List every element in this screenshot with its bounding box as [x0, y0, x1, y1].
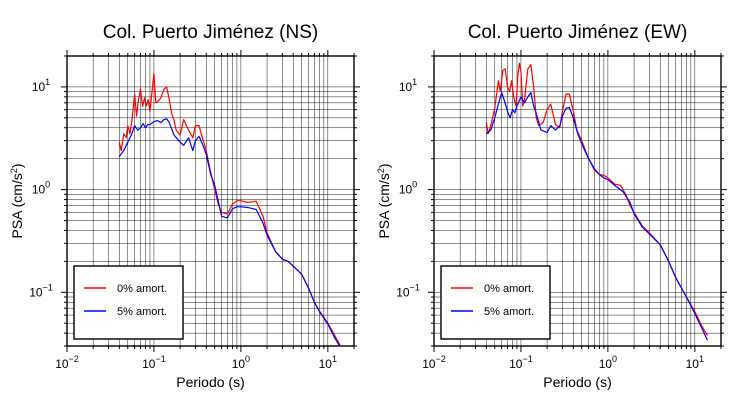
x-tick-label: 10−1	[509, 354, 533, 371]
legend-box	[73, 265, 184, 340]
x-tick-label: 10−1	[142, 354, 166, 371]
y-tick-label: 10−1	[396, 282, 420, 299]
y-tick-label: 100	[399, 180, 417, 197]
legend: 0% amort. 5% amort.	[73, 265, 184, 340]
chart-title: Col. Puerto Jiménez (EW)	[468, 22, 688, 43]
x-tick-label: 100	[232, 354, 250, 371]
series-line-damped-5pct	[118, 118, 341, 346]
x-tick-label: 101	[319, 354, 337, 371]
plot-frame	[433, 55, 722, 347]
legend-box	[440, 265, 551, 340]
legend-entry-label: 5% amort.	[484, 306, 534, 318]
y-tick-label: 101	[399, 77, 417, 94]
tick-marks	[61, 50, 360, 352]
legend: 0% amort. 5% amort.	[440, 265, 551, 340]
chart-panel-ns: 10−2 10−1 100 101 10−1 100 101 Col. Puerto Jimé…	[9, 22, 360, 390]
x-axis-label: Periodo (s)	[176, 374, 244, 390]
y-axis-label: PSA (cm/s2)	[9, 163, 25, 238]
y-tick-label: 101	[32, 77, 50, 94]
y-axis-label: PSA (cm/s2)	[376, 163, 392, 238]
series-line-undamped	[485, 62, 709, 336]
grid-lines	[433, 55, 722, 347]
chart-panel-ew: 10−2 10−1 100 101 10−1 100 101 Col. Puerto Jimé…	[376, 22, 727, 390]
chart-title: Col. Puerto Jiménez (NS)	[103, 22, 318, 43]
y-tick-label: 10−1	[29, 282, 53, 299]
y-tick-label: 100	[32, 180, 50, 197]
legend-entry-label: 0% amort.	[117, 283, 167, 295]
x-tick-label: 10−2	[422, 354, 446, 371]
series-line-damped-5pct	[485, 92, 709, 341]
legend-entry-label: 0% amort.	[484, 283, 534, 295]
x-axis-label: Periodo (s)	[543, 374, 611, 390]
grid-lines	[66, 55, 355, 347]
legend-entry-label: 5% amort.	[117, 306, 167, 318]
x-tick-label: 100	[599, 354, 617, 371]
tick-marks	[428, 50, 727, 352]
plot-frame	[66, 55, 355, 347]
x-tick-label: 10−2	[55, 354, 79, 371]
x-tick-label: 101	[686, 354, 704, 371]
